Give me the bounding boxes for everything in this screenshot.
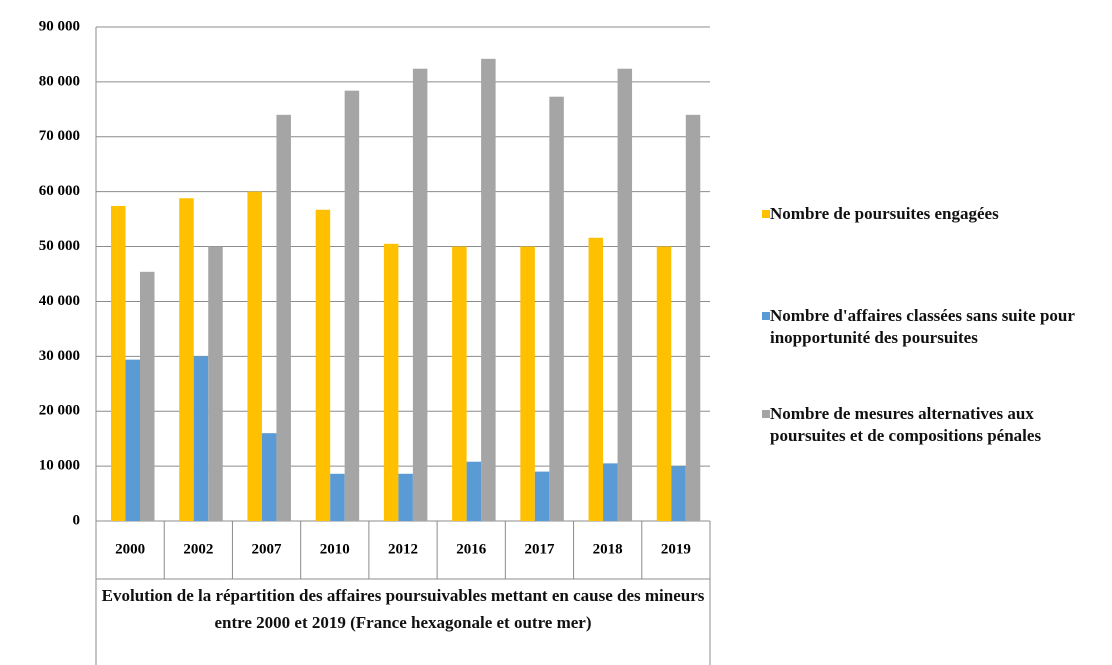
- bar: [452, 246, 467, 522]
- bar: [520, 246, 535, 522]
- y-tick-label: 30 000: [39, 348, 80, 364]
- bar: [412, 68, 428, 522]
- bar: [330, 473, 345, 521]
- bar: [344, 90, 360, 521]
- x-tick-label: 2000: [115, 541, 145, 557]
- bar: [276, 114, 291, 522]
- bar: [247, 191, 262, 521]
- bar: [315, 209, 331, 521]
- bar: [617, 68, 633, 522]
- bar: [111, 205, 126, 521]
- bar: [603, 463, 618, 521]
- bar: [140, 271, 155, 521]
- x-tick-label: 2007: [252, 541, 283, 557]
- bar: [383, 243, 399, 522]
- y-tick-label: 20 000: [39, 403, 80, 419]
- bar: [398, 473, 413, 521]
- x-tick-label: 2019: [661, 541, 691, 557]
- x-tick-label: 2017: [524, 541, 555, 557]
- x-tick-label: 2016: [456, 541, 487, 557]
- y-tick-label: 0: [73, 512, 81, 528]
- bar: [549, 96, 564, 521]
- legend-label: Nombre d'affaires classées sans suite po…: [770, 306, 1075, 347]
- y-tick-label: 80 000: [39, 73, 80, 89]
- x-tick-label: 2010: [320, 541, 350, 557]
- y-tick-label: 90 000: [39, 18, 80, 34]
- bar: [534, 471, 550, 521]
- bar: [208, 246, 223, 522]
- legend-swatch: [762, 210, 770, 218]
- x-tick-label: 2018: [593, 541, 623, 557]
- chart-title: Evolution de la répartition des affaires…: [101, 586, 705, 632]
- bar: [481, 58, 496, 521]
- y-tick-label: 70 000: [39, 128, 80, 144]
- bar: [466, 461, 482, 521]
- x-tick-label: 2002: [183, 541, 213, 557]
- bar: [193, 356, 209, 521]
- bar: [671, 466, 686, 521]
- y-tick-label: 50 000: [39, 238, 80, 254]
- x-tick-label: 2012: [388, 541, 418, 557]
- bar: [685, 114, 701, 522]
- y-tick-label: 40 000: [39, 293, 80, 309]
- legend-swatch: [762, 410, 770, 418]
- legend-swatch: [762, 312, 770, 320]
- y-tick-label: 10 000: [39, 458, 80, 474]
- bar: [656, 246, 672, 522]
- legend-label: Nombre de poursuites engagées: [770, 204, 999, 223]
- legend-label: Nombre de mesures alternatives aux pours…: [770, 404, 1042, 445]
- bar: [588, 237, 604, 522]
- y-tick-label: 60 000: [39, 183, 80, 199]
- bar: [125, 359, 140, 521]
- bar: [261, 433, 277, 521]
- bar: [179, 198, 194, 521]
